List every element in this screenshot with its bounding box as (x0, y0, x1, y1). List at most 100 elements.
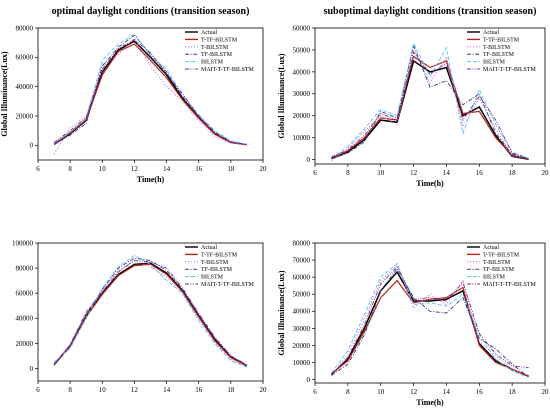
legend-entry-3: TF-BILSTM (483, 267, 515, 273)
y-tick-label: 30000 (293, 325, 311, 333)
x-tick-label: 10 (377, 388, 385, 396)
x-tick-label: 8 (68, 386, 72, 394)
y-tick-label: 60000 (16, 290, 34, 298)
y-tick-label: 20000 (16, 340, 34, 348)
y-tick-label: 40000 (16, 315, 34, 323)
y-tick-label: 70000 (293, 256, 311, 264)
legend-entry-0: Actual (201, 245, 217, 251)
plot-frame (37, 27, 264, 161)
series-line-1 (53, 263, 248, 367)
x-tick-label: 16 (476, 169, 484, 177)
y-tick-label: 10000 (293, 134, 311, 142)
series-line-4 (53, 33, 247, 145)
x-tick-label: 16 (195, 386, 203, 394)
legend-entry-0: Actual (201, 30, 217, 36)
x-tick-label: 20 (542, 169, 550, 177)
series-lines (53, 33, 248, 155)
x-tick-label: 18 (509, 169, 517, 177)
y-tick-label: 0 (30, 365, 34, 373)
x-tick-label: 18 (227, 165, 235, 173)
x-tick-label: 18 (509, 388, 517, 396)
legend-entry-5: MAIT-T-TF-BILSTM (483, 282, 537, 288)
y-tick-label: 80000 (16, 264, 34, 272)
y-tick-label: 0 (307, 376, 311, 384)
x-tick-label: 10 (377, 169, 385, 177)
y-tick-label: 60000 (293, 24, 311, 32)
series-line-5 (53, 260, 248, 366)
y-tick-label: 10000 (293, 359, 311, 367)
x-tick-label: 6 (36, 165, 40, 173)
x-tick-label: 8 (346, 388, 350, 396)
plot-frame (314, 242, 546, 384)
series-line-1 (331, 279, 529, 377)
series-line-0 (330, 270, 529, 377)
series-line-3 (53, 257, 248, 366)
x-tick-label: 10 (99, 386, 107, 394)
series-line-4 (53, 254, 248, 368)
series-lines (330, 262, 529, 378)
y-tick-label: 80000 (16, 24, 34, 32)
y-tick-label: 20000 (293, 342, 311, 350)
x-tick-label: 20 (260, 386, 268, 394)
series-lines (331, 42, 529, 162)
y-tick-label: 0 (30, 142, 34, 150)
series-line-2 (53, 37, 247, 155)
x-tick-label: 8 (346, 169, 350, 177)
legend-entry-3: TF-BILSTM (483, 52, 515, 58)
series-line-3 (331, 267, 529, 378)
y-tick-label: 50000 (293, 291, 311, 299)
plot-frame (37, 242, 264, 382)
chart-panel-2: 6 8 10 12 14 16 18 20 0 20000 40000 60000 80000 10000… (12, 239, 267, 394)
x-tick-label: 10 (99, 165, 107, 173)
legend-entry-2: T-BILSTM (483, 260, 511, 266)
series-line-1 (53, 43, 247, 146)
x-axis-label: Time(h) (416, 179, 444, 188)
legend-entry-1: T-TF-BILSTM (201, 252, 238, 258)
legend-entry-0: Actual (483, 30, 499, 36)
series-line-0 (331, 59, 529, 160)
series-line-1 (331, 55, 529, 160)
chart-panel-3: 6 8 10 12 14 16 18 20 0 10000 20000 30000 40000 50000… (277, 239, 549, 407)
x-tick-label: 18 (227, 386, 235, 394)
plot-frame (314, 27, 546, 165)
y-tick-label: 20000 (293, 112, 311, 120)
x-tick-label: 6 (36, 386, 40, 394)
legend-entry-1: T-TF-BILSTM (483, 37, 520, 43)
chart-panel-1: suboptimal daylight conditions (transiti… (277, 6, 549, 188)
x-axis-label: Time(h) (137, 175, 165, 184)
y-axis-label: Global Illuminance(Lux) (277, 53, 286, 138)
legend-entry-4: BILSTM (201, 60, 224, 66)
x-tick-label: 12 (410, 388, 418, 396)
legend-entry-2: T-BILSTM (483, 45, 511, 51)
legend-entry-4: BILSTM (483, 60, 506, 66)
x-tick-label: 6 (313, 169, 317, 177)
y-tick-label: 40000 (16, 83, 34, 91)
x-tick-label: 20 (542, 388, 550, 396)
legend-entry-5: MAIT-T-TF-BILSTM (201, 282, 255, 288)
x-axis-label: Time(h) (416, 398, 444, 407)
series-line-2 (331, 48, 529, 162)
legend-entry-1: T-TF-BILSTM (201, 37, 238, 43)
series-line-2 (331, 264, 529, 377)
legend-entry-3: TF-BILSTM (201, 267, 233, 273)
y-tick-label: 20000 (16, 112, 34, 120)
chart-panel-0: optimal daylight conditions (transition … (0, 6, 267, 184)
x-tick-label: 20 (260, 165, 268, 173)
series-line-4 (331, 42, 529, 159)
x-tick-label: 12 (131, 386, 139, 394)
series-line-5 (53, 39, 247, 146)
series-line-5 (331, 51, 529, 160)
y-tick-label: 40000 (293, 68, 311, 76)
legend-entry-1: T-TF-BILSTM (483, 252, 520, 258)
y-tick-label: 80000 (293, 239, 311, 247)
x-tick-label: 6 (313, 388, 317, 396)
series-line-3 (53, 34, 247, 146)
x-tick-label: 16 (195, 165, 203, 173)
y-tick-label: 60000 (16, 54, 34, 62)
legend-entry-0: Actual (483, 245, 499, 251)
series-line-0 (53, 262, 248, 367)
chart-title: optimal daylight conditions (transition … (52, 6, 250, 17)
